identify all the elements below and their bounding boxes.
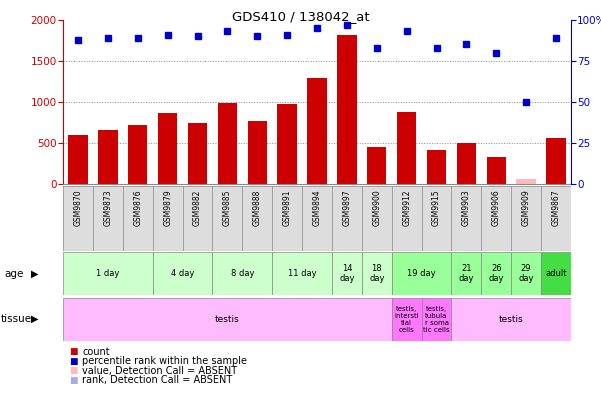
Bar <box>451 298 571 341</box>
Text: GSM9867: GSM9867 <box>552 189 561 226</box>
Text: GSM9888: GSM9888 <box>253 189 262 226</box>
Text: 21
day: 21 day <box>459 264 474 283</box>
Text: 1 day: 1 day <box>96 269 120 278</box>
Bar <box>69 135 88 184</box>
Text: ■: ■ <box>69 376 78 385</box>
Text: 8 day: 8 day <box>231 269 254 278</box>
Bar <box>153 252 213 295</box>
Text: GSM9870: GSM9870 <box>73 189 82 226</box>
Text: GSM9882: GSM9882 <box>193 189 202 226</box>
Bar <box>188 123 207 184</box>
Bar <box>63 298 392 341</box>
Text: 29
day: 29 day <box>519 264 534 283</box>
Text: testis,
tubula
r soma
tic cells: testis, tubula r soma tic cells <box>423 306 450 333</box>
Text: GSM9906: GSM9906 <box>492 189 501 226</box>
Text: GSM9909: GSM9909 <box>522 189 531 226</box>
Bar <box>481 252 511 295</box>
Text: GSM9894: GSM9894 <box>313 189 322 226</box>
Bar <box>337 34 356 184</box>
Bar <box>546 138 566 184</box>
Text: rank, Detection Call = ABSENT: rank, Detection Call = ABSENT <box>82 375 233 385</box>
Text: 26
day: 26 day <box>489 264 504 283</box>
Bar <box>392 252 451 295</box>
Text: testis: testis <box>215 315 240 324</box>
Bar <box>213 252 272 295</box>
Bar <box>332 252 362 295</box>
Text: value, Detection Call = ABSENT: value, Detection Call = ABSENT <box>82 366 237 376</box>
Bar <box>367 147 386 184</box>
Text: ■: ■ <box>69 347 78 356</box>
Text: 4 day: 4 day <box>171 269 194 278</box>
Text: ■: ■ <box>69 366 78 375</box>
Bar <box>362 252 392 295</box>
Text: GDS410 / 138042_at: GDS410 / 138042_at <box>232 10 369 23</box>
Text: GSM9897: GSM9897 <box>343 189 352 226</box>
Text: GSM9876: GSM9876 <box>133 189 142 226</box>
Text: 19 day: 19 day <box>407 269 436 278</box>
Text: count: count <box>82 346 110 357</box>
Bar <box>511 252 541 295</box>
Text: GSM9873: GSM9873 <box>103 189 112 226</box>
Bar <box>427 150 446 184</box>
Text: age: age <box>5 268 24 279</box>
Text: GSM9885: GSM9885 <box>223 189 232 226</box>
Bar <box>397 112 416 184</box>
Bar <box>457 143 476 184</box>
Text: 18
day: 18 day <box>369 264 385 283</box>
Text: ▶: ▶ <box>31 268 38 279</box>
Text: 11 day: 11 day <box>288 269 316 278</box>
Bar <box>451 252 481 295</box>
Text: testis: testis <box>499 315 523 324</box>
Text: GSM9900: GSM9900 <box>372 189 381 226</box>
Bar <box>218 103 237 184</box>
Bar <box>272 252 332 295</box>
Bar <box>248 121 267 184</box>
Bar <box>278 104 297 184</box>
Bar <box>516 179 536 184</box>
Text: 14
day: 14 day <box>339 264 355 283</box>
Text: ■: ■ <box>69 357 78 366</box>
Bar <box>541 252 571 295</box>
Text: ▶: ▶ <box>31 314 38 324</box>
Text: adult: adult <box>545 269 567 278</box>
Bar <box>392 298 421 341</box>
Bar <box>158 113 177 184</box>
Text: percentile rank within the sample: percentile rank within the sample <box>82 356 248 366</box>
Bar <box>421 298 451 341</box>
Bar <box>98 130 118 184</box>
Bar <box>487 156 506 184</box>
Text: GSM9912: GSM9912 <box>402 189 411 226</box>
Text: GSM9879: GSM9879 <box>163 189 172 226</box>
Text: testis,
intersti
tial
cells: testis, intersti tial cells <box>394 306 419 333</box>
Bar <box>63 252 153 295</box>
Bar <box>307 78 327 184</box>
Text: GSM9903: GSM9903 <box>462 189 471 226</box>
Bar <box>128 126 147 184</box>
Text: tissue: tissue <box>1 314 32 324</box>
Text: GSM9891: GSM9891 <box>282 189 291 226</box>
Text: GSM9915: GSM9915 <box>432 189 441 226</box>
